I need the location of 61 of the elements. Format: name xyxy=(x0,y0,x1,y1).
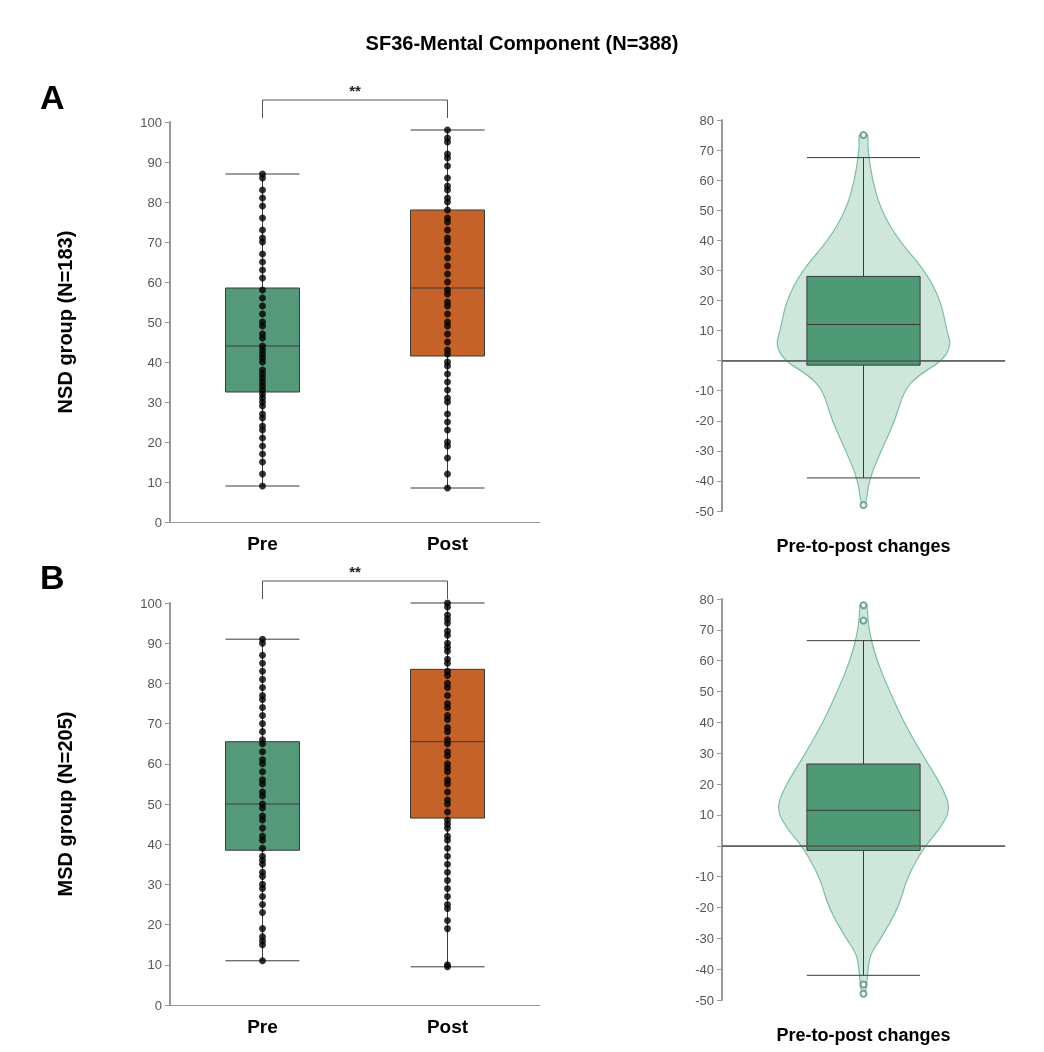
y-tick-label: 0 xyxy=(154,514,162,530)
y-tick-label: 50 xyxy=(147,796,162,812)
y-tick-label: 0 xyxy=(154,997,162,1013)
y-tick-label: 20 xyxy=(147,434,162,450)
y-tick-label: 50 xyxy=(147,314,162,330)
y-axis-title: MSD group (N=205) xyxy=(54,711,76,897)
y-tick-label: 40 xyxy=(699,714,714,730)
y-tick-label: 90 xyxy=(147,635,162,651)
chart-title: SF36-Mental Component (N=388) xyxy=(364,32,680,55)
y-tick-label: 30 xyxy=(147,394,162,410)
y-tick-label: -30 xyxy=(695,930,714,946)
y-tick-label: 70 xyxy=(699,142,714,158)
y-tick-label: 100 xyxy=(140,595,162,611)
y-tick-label: 80 xyxy=(699,112,714,128)
y-tick-label: 80 xyxy=(699,591,714,607)
y-tick-label: 10 xyxy=(147,957,162,973)
x-axis-title: Pre-to-post changes xyxy=(776,1025,951,1045)
y-tick-label: -10 xyxy=(695,383,714,399)
x-tick-label: Pre xyxy=(247,1016,278,1037)
y-tick-label: 40 xyxy=(699,232,714,248)
x-axis-title: Pre-to-post changes xyxy=(776,536,951,556)
y-tick-label: 50 xyxy=(699,684,714,700)
y-tick-label: -40 xyxy=(695,473,714,489)
y-tick-label: 60 xyxy=(147,274,162,290)
y-tick-label: -50 xyxy=(695,992,714,1008)
y-tick-label: 50 xyxy=(699,202,714,218)
x-tick-label: Pre xyxy=(247,533,278,554)
y-tick-label: 100 xyxy=(140,114,162,130)
y-tick-label: -30 xyxy=(695,443,714,459)
y-tick-label: 10 xyxy=(699,323,714,339)
y-tick-label: 40 xyxy=(147,354,162,370)
y-tick-label: -10 xyxy=(695,869,714,885)
x-tick-label: Post xyxy=(426,1016,469,1037)
y-tick-label: -20 xyxy=(695,413,714,429)
y-axis-title: NSD group (N=183) xyxy=(54,230,76,414)
y-tick-label: 70 xyxy=(699,622,714,638)
y-tick-label: -50 xyxy=(695,503,714,519)
y-tick-label: 60 xyxy=(699,653,714,669)
y-tick-label: 20 xyxy=(699,776,714,792)
text: ** xyxy=(349,82,361,99)
y-tick-label: 60 xyxy=(147,756,162,772)
y-tick-label: 90 xyxy=(147,154,162,170)
y-tick-label: 30 xyxy=(699,745,714,761)
y-tick-label: 80 xyxy=(147,194,162,210)
y-tick-label: -40 xyxy=(695,961,714,977)
x-tick-label: Post xyxy=(426,533,469,554)
y-tick-label: 10 xyxy=(147,474,162,490)
y-tick-label: -20 xyxy=(695,899,714,915)
y-tick-label: 70 xyxy=(147,234,162,250)
y-tick-label: 10 xyxy=(699,807,714,823)
y-tick-label: 40 xyxy=(147,836,162,852)
y-tick-label: 80 xyxy=(147,675,162,691)
y-tick-label: 70 xyxy=(147,716,162,732)
text: ** xyxy=(349,563,361,580)
y-tick-label: 60 xyxy=(699,172,714,188)
y-tick-label: 30 xyxy=(699,262,714,278)
y-tick-label: 30 xyxy=(147,876,162,892)
text: A xyxy=(40,78,65,116)
y-tick-label: 20 xyxy=(147,917,162,933)
y-tick-label: 20 xyxy=(699,292,714,308)
text: B xyxy=(40,558,65,596)
